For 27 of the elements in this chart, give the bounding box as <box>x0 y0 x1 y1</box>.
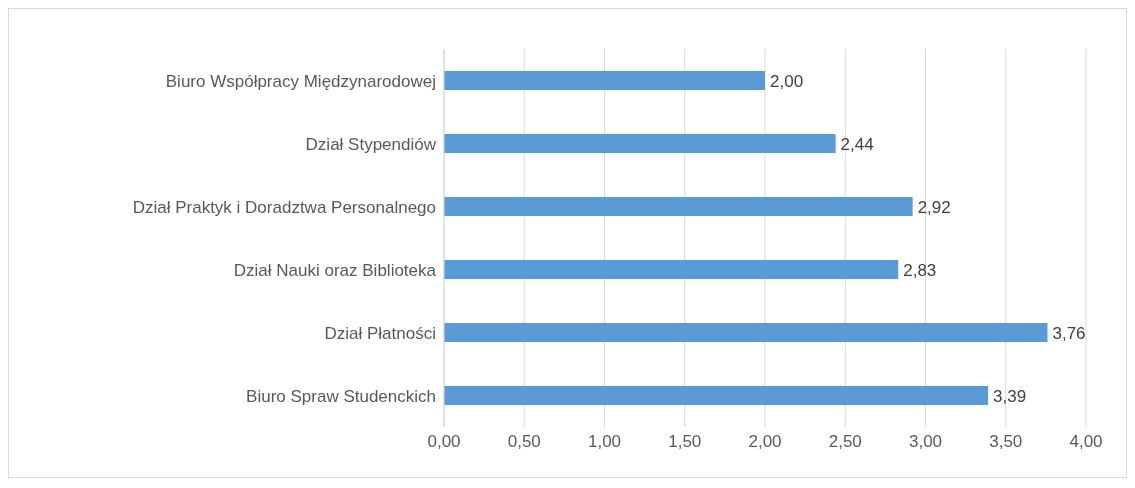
x-tick-label: 3,50 <box>989 432 1023 452</box>
y-tick-label: Dział Praktyk i Doradztwa Personalnego <box>132 197 436 217</box>
data-label: 2,83 <box>903 260 937 280</box>
x-tick-label: 0,50 <box>507 432 541 452</box>
x-tick-label: 1,00 <box>587 432 622 452</box>
bar <box>444 71 765 91</box>
data-label: 2,92 <box>917 197 951 217</box>
bar <box>444 386 989 406</box>
x-tick-label: 1,50 <box>668 432 702 452</box>
data-label: 2,44 <box>840 134 874 154</box>
x-tick-label: 0,00 <box>427 432 461 452</box>
x-tick-label: 4,00 <box>1069 432 1103 452</box>
bar <box>444 134 836 154</box>
y-tick-label: Dział Nauki oraz Biblioteka <box>233 260 437 280</box>
data-label: 2,00 <box>770 71 804 91</box>
data-label: 3,39 <box>993 386 1027 406</box>
y-tick-label: Biuro Współpracy Międzynarodowej <box>165 71 436 91</box>
bar <box>444 260 899 280</box>
y-tick-label: Biuro Spraw Studenckich <box>246 386 436 406</box>
y-tick-label: Dział Stypendiów <box>305 134 437 154</box>
x-tick-label: 3,00 <box>908 432 943 452</box>
data-label: 3,76 <box>1052 323 1086 343</box>
bar <box>444 197 913 217</box>
y-tick-label: Dział Płatności <box>324 323 436 343</box>
x-tick-label: 2,00 <box>748 432 782 452</box>
x-tick-label: 2,50 <box>828 432 862 452</box>
bar <box>444 323 1048 343</box>
